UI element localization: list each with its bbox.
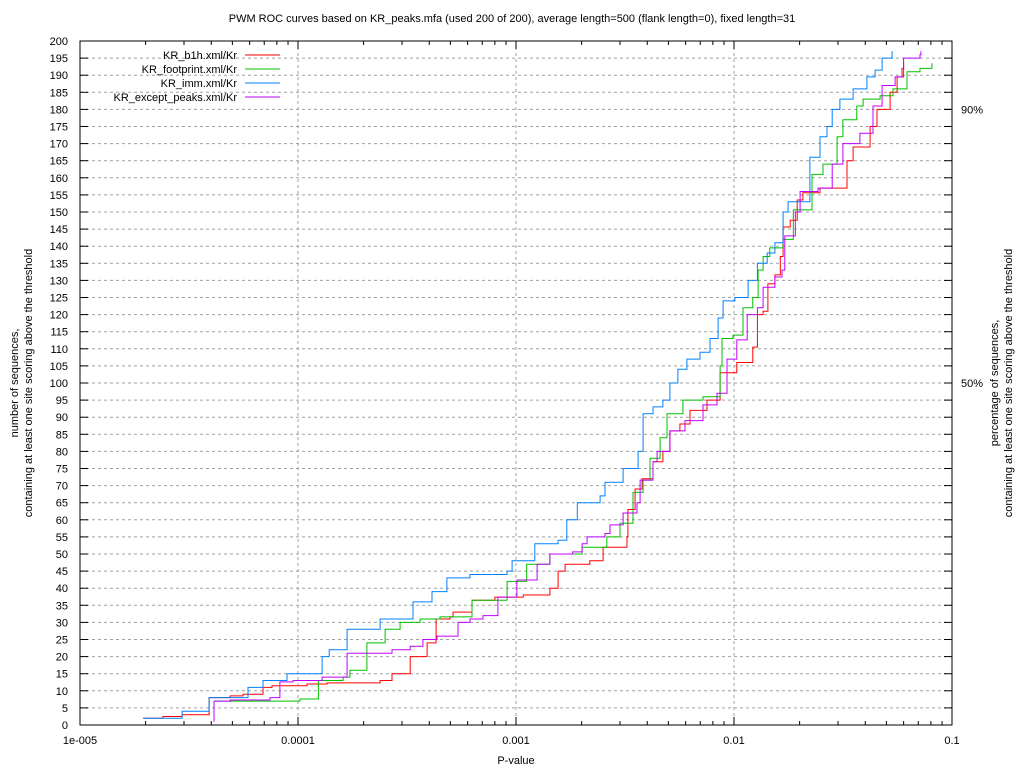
y2-axis-label-line1: percentage of sequences, [989,320,1001,447]
y-tick-label: 20 [56,652,68,664]
y-tick-label: 60 [56,515,68,527]
x-tick-label: 0.001 [502,735,530,747]
x-tick-label: 1e-005 [63,735,97,747]
y-tick-label: 15 [56,669,68,681]
y-tick-label: 70 [56,481,68,493]
chart-title: PWM ROC curves based on KR_peaks.mfa (us… [229,13,796,25]
y-tick-label: 35 [56,600,68,612]
y-tick-label: 110 [50,344,68,356]
y-tick-label: 40 [56,583,68,595]
y2-tick-label: 50% [961,378,983,390]
y-tick-label: 105 [50,361,68,373]
x-tick-label: 0.1 [944,735,959,747]
y-tick-label: 65 [56,498,68,510]
y-tick-label: 55 [56,532,68,544]
legend-label: KR_except_peaks.xml/Kr [114,92,238,104]
y-tick-label: 85 [56,429,68,441]
legend: KR_b1h.xml/Kr KR_footprint.xml/Kr KR_imm.x… [114,50,280,104]
legend-label: KR_footprint.xml/Kr [142,64,238,76]
y-tick-label: 115 [50,327,68,339]
y2-tick-label: 90% [961,104,983,116]
y-axis-label-line1: number of sequences, [9,329,21,438]
y-tick-label: 0 [62,720,68,732]
grid [80,41,952,725]
series-group [143,51,933,722]
y-tick-label: 5 [62,703,68,715]
y-tick-label: 95 [56,395,68,407]
y-tick-label: 170 [50,139,68,151]
y-tick-label: 90 [56,412,68,424]
axis-ticks: 0 5 10 15 20 25 30 35 40 45 50 55 60 65 70 75 80 85 90 95 10… [50,36,984,747]
series-line-0 [143,61,905,719]
y2-axis-label-line2: containing at least one site scoring abo… [1003,249,1015,517]
y-tick-label: 160 [50,173,68,185]
y-tick-label: 10 [56,686,68,698]
y-tick-label: 150 [50,207,68,219]
x-axis-label: P-value [497,755,534,767]
y-tick-label: 145 [50,224,68,236]
y-tick-label: 165 [50,156,68,168]
plot-border [79,40,953,726]
series-line-2 [143,51,893,719]
y-tick-label: 200 [50,36,68,48]
y-tick-label: 100 [50,378,68,390]
y-tick-label: 45 [56,566,68,578]
y-tick-label: 140 [50,241,68,253]
y-tick-label: 130 [50,275,68,287]
y-tick-label: 185 [50,87,68,99]
y-tick-label: 190 [50,70,68,82]
y-tick-label: 180 [50,104,68,116]
y-tick-label: 120 [50,310,68,322]
y-tick-label: 135 [50,258,68,270]
y-tick-label: 50 [56,549,68,561]
y-tick-label: 30 [56,617,68,629]
legend-label: KR_b1h.xml/Kr [163,50,237,62]
y-tick-label: 175 [50,122,68,134]
series-line-1 [215,63,933,702]
legend-label: KR_imm.xml/Kr [161,78,238,90]
y-tick-label: 125 [50,293,68,305]
y-tick-label: 75 [56,464,68,476]
x-tick-label: 0.01 [723,735,744,747]
y-tick-label: 155 [50,190,68,202]
y-axis-label-line2: containing at least one site scoring abo… [23,249,35,517]
y-tick-label: 80 [56,446,68,458]
series-line-3 [213,51,922,722]
x-tick-label: 0.0001 [281,735,315,747]
y-tick-label: 25 [56,635,68,647]
y-tick-label: 195 [50,53,68,65]
